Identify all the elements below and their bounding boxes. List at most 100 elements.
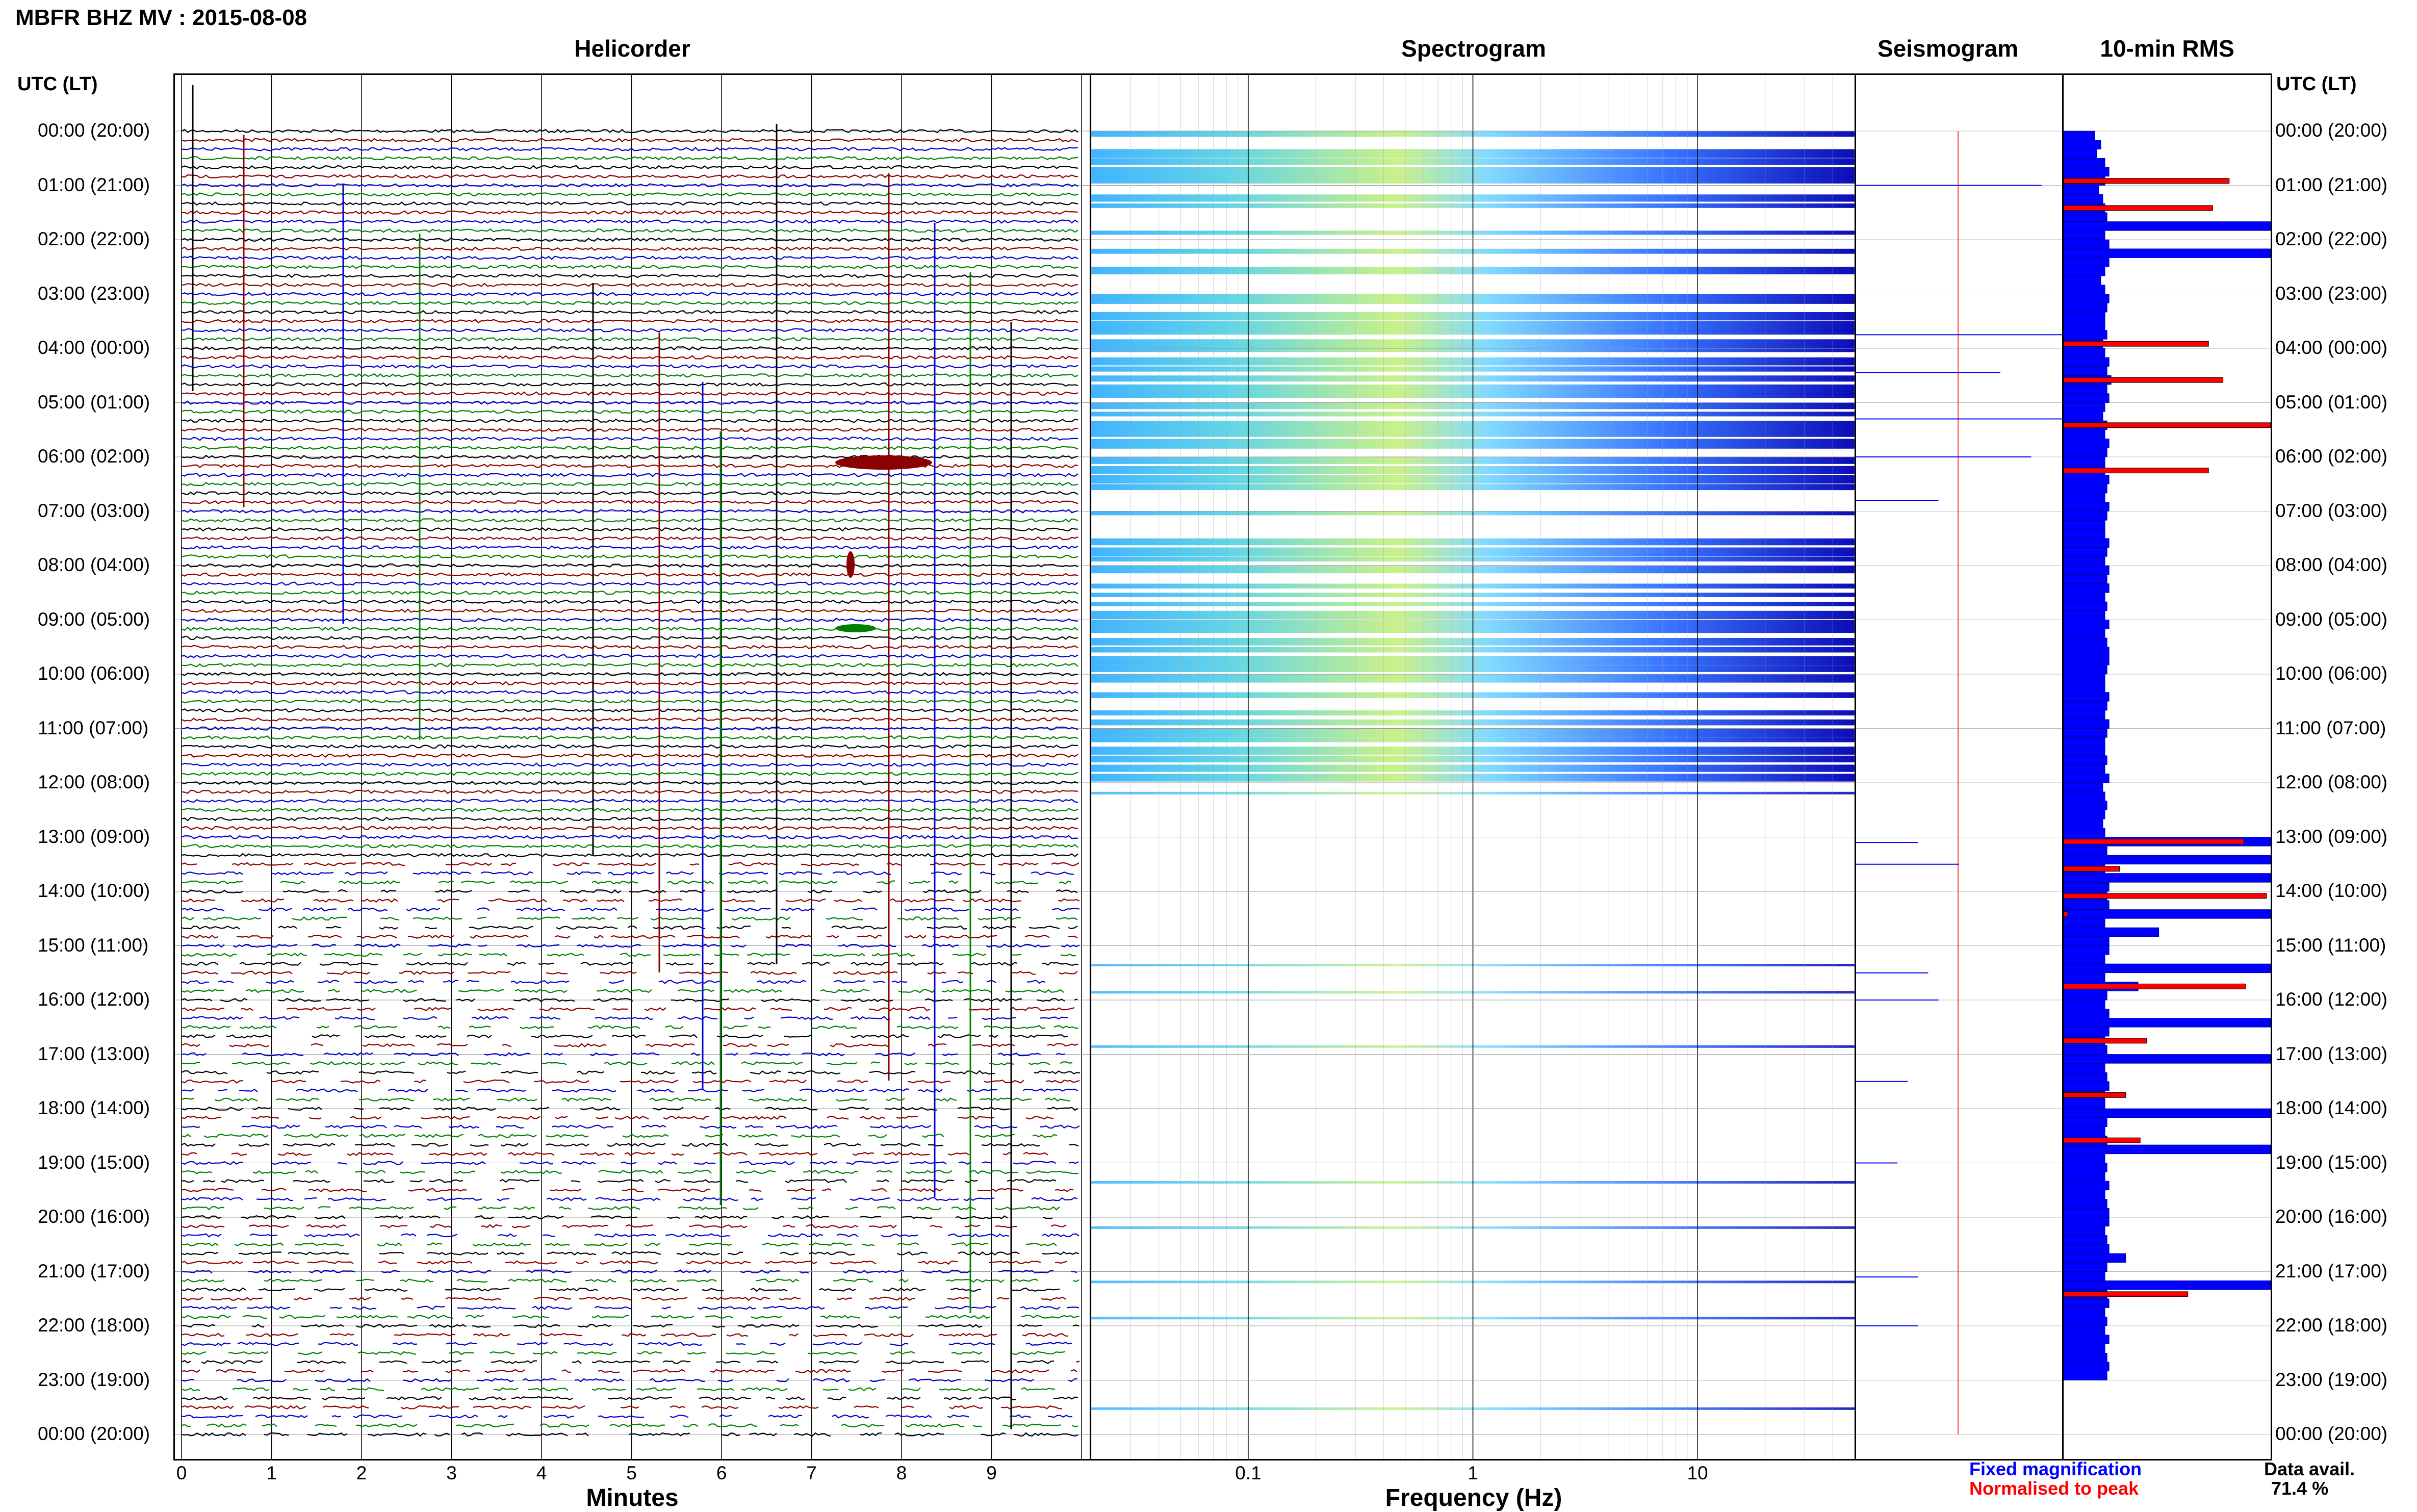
rms-fixed-bar bbox=[2064, 185, 2099, 195]
helicorder-trace-line bbox=[181, 1278, 1079, 1283]
helicorder-trace-line bbox=[181, 1369, 1077, 1374]
helicorder-trace-line bbox=[181, 437, 1078, 441]
rms-fixed-bar bbox=[2064, 674, 2105, 684]
helicorder-title: Helicorder bbox=[574, 35, 690, 62]
rms-fixed-bar bbox=[2064, 384, 2107, 394]
time-tick-left: 22:00 (18:00) bbox=[38, 1315, 150, 1336]
helicorder-trace-line bbox=[181, 319, 1078, 323]
time-axis-label-right: UTC (LT) bbox=[2276, 73, 2357, 95]
spectrogram-plot bbox=[1091, 75, 1855, 1459]
helicorder-event bbox=[835, 455, 932, 470]
helicorder-trace-line bbox=[181, 192, 1078, 197]
helicorder-trace-line bbox=[181, 509, 1078, 514]
helicorder-trace-line bbox=[181, 219, 1078, 224]
rms-fixed-bar bbox=[2064, 1000, 2105, 1010]
helicorder-trace-line bbox=[181, 961, 1079, 966]
helicorder-trace-line bbox=[181, 626, 1078, 631]
helicorder-trace-line bbox=[181, 246, 1078, 251]
frequency-tick: 1 bbox=[1468, 1463, 1478, 1483]
rms-fixed-bar bbox=[2064, 774, 2110, 783]
helicorder-trace-line bbox=[181, 1043, 1078, 1048]
helicorder-trace-line bbox=[181, 708, 1078, 713]
rms-normalised-bar bbox=[2064, 893, 2267, 899]
helicorder-trace-line bbox=[181, 446, 1078, 450]
rms-fixed-bar bbox=[2064, 801, 2107, 810]
helicorder-trace-line bbox=[181, 1197, 1078, 1201]
rms-fixed-bar bbox=[2064, 312, 2105, 322]
minute-tick: 6 bbox=[716, 1463, 727, 1483]
helicorder-trace-line bbox=[181, 1296, 1066, 1301]
helicorder-trace-line bbox=[181, 672, 1078, 677]
rms-fixed-bar bbox=[2064, 1217, 2110, 1227]
rms-fixed-bar bbox=[2064, 955, 2105, 964]
time-tick-left: 00:00 (20:00) bbox=[38, 120, 150, 141]
rms-fixed-bar bbox=[2064, 1063, 2105, 1073]
helicorder-trace-line bbox=[181, 283, 1078, 287]
helicorder-trace-line bbox=[181, 807, 1078, 812]
rms-fixed-bar bbox=[2064, 565, 2110, 575]
rms-fixed-bar bbox=[2064, 1271, 2105, 1281]
helicorder-trace-line bbox=[181, 1287, 1060, 1292]
rms-fixed-bar bbox=[2064, 1253, 2126, 1263]
helicorder-trace-line bbox=[181, 165, 1078, 170]
helicorder-trace-line bbox=[181, 898, 1080, 903]
rms-fixed-bar bbox=[2064, 918, 2105, 928]
rms-normalised-bar bbox=[2064, 377, 2224, 383]
rms-fixed-bar bbox=[2064, 1117, 2107, 1127]
time-tick-left: 03:00 (23:00) bbox=[38, 283, 150, 304]
rms-fixed-bar bbox=[2064, 1099, 2105, 1109]
rms-fixed-bar bbox=[2064, 1172, 2105, 1182]
helicorder-trace-line bbox=[182, 328, 1078, 332]
helicorder-trace-line bbox=[181, 491, 1078, 496]
rms-fixed-bar bbox=[2064, 945, 2110, 955]
helicorder-trace-line bbox=[181, 799, 1078, 803]
helicorder-trace-line bbox=[181, 762, 1078, 767]
helicorder-trace-line bbox=[181, 1387, 1056, 1392]
rms-fixed-bar bbox=[2064, 266, 2105, 276]
helicorder-trace-line bbox=[181, 772, 1078, 776]
rms-fixed-bar bbox=[2064, 647, 2110, 656]
rms-fixed-bar bbox=[2064, 230, 2105, 240]
legend-normalised: Normalised to peak bbox=[1969, 1478, 2139, 1499]
helicorder-trace-line bbox=[181, 138, 1078, 143]
rms-plot bbox=[2064, 131, 2271, 1435]
time-tick-right: 12:00 (08:00) bbox=[2275, 772, 2388, 792]
rms-fixed-bar bbox=[2064, 556, 2105, 566]
helicorder-trace-line bbox=[181, 500, 1078, 505]
time-tick-left: 00:00 (20:00) bbox=[38, 1423, 150, 1444]
spectrogram-title: Spectrogram bbox=[1401, 35, 1546, 62]
helicorder-trace-line bbox=[181, 228, 1078, 233]
helicorder-trace-line bbox=[181, 952, 1076, 957]
rms-fixed-bar bbox=[2064, 1027, 2110, 1037]
helicorder-trace-line bbox=[181, 310, 1078, 315]
helicorder-trace-line bbox=[181, 1305, 1079, 1310]
helicorder-trace-line bbox=[181, 129, 1078, 134]
rms-fixed-bar bbox=[2064, 936, 2110, 946]
rms-panel bbox=[2062, 73, 2272, 1460]
rms-fixed-bar bbox=[2064, 683, 2105, 693]
rms-fixed-bar bbox=[2064, 1308, 2105, 1317]
helicorder-trace-line bbox=[181, 1360, 1080, 1365]
helicorder-trace-line bbox=[181, 853, 1078, 858]
time-tick-left: 11:00 (07:00) bbox=[38, 717, 149, 738]
helicorder-trace-line bbox=[181, 735, 1078, 740]
rms-fixed-bar bbox=[2064, 963, 2271, 973]
helicorder-plot bbox=[175, 75, 1090, 1459]
helicorder-trace-line bbox=[181, 581, 1078, 586]
rms-fixed-bar bbox=[2064, 447, 2107, 457]
rms-fixed-bar bbox=[2064, 456, 2105, 467]
helicorder-trace-line bbox=[181, 518, 1078, 523]
helicorder-trace-line bbox=[181, 997, 1078, 1003]
minute-tick: 8 bbox=[896, 1463, 907, 1483]
helicorder-trace-line bbox=[182, 1098, 1079, 1101]
helicorder-trace-line bbox=[181, 608, 1078, 613]
rms-normalised-bar bbox=[2064, 178, 2230, 184]
rms-normalised-bar bbox=[2064, 422, 2271, 428]
data-availability-label: Data avail. bbox=[2264, 1458, 2355, 1479]
time-tick-right: 00:00 (20:00) bbox=[2275, 120, 2388, 141]
helicorder-trace-line bbox=[181, 174, 1078, 178]
time-tick-left: 08:00 (04:00) bbox=[38, 554, 150, 575]
spectrogram-panel bbox=[1090, 73, 1856, 1460]
helicorder-trace-line bbox=[181, 563, 1078, 568]
rms-fixed-bar bbox=[2064, 828, 2105, 837]
